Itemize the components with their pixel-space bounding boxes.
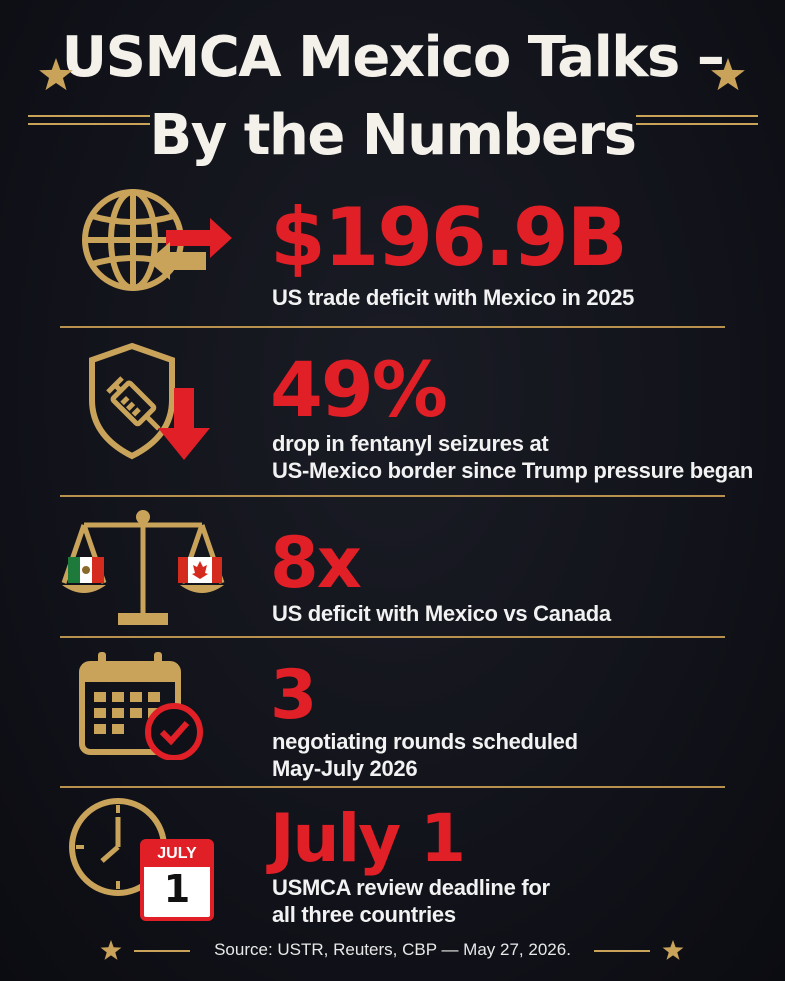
clock-calendar-icon [69, 798, 214, 921]
stat-description-trade-deficit: US trade deficit with Mexico in 2025 [272, 284, 634, 311]
star-icon [711, 58, 745, 91]
stat-description-negotiating-rounds: negotiating rounds scheduled May-July 20… [272, 728, 578, 782]
description-line: USMCA review deadline for [272, 875, 550, 900]
footer-rule-left [134, 950, 190, 952]
title-decoration-left [28, 113, 150, 127]
calendar-day-label: 1 [163, 867, 191, 911]
footer-rule-right [594, 950, 650, 952]
stat-value-fentanyl-drop: 49% [270, 345, 448, 434]
section-divider [60, 326, 725, 328]
description-line: negotiating rounds scheduled [272, 729, 578, 754]
description-line: May-July 2026 [272, 756, 418, 781]
star-icon [100, 940, 122, 960]
stat-value-review-deadline: July 1 [270, 800, 466, 877]
description-line: US deficit with Mexico vs Canada [272, 601, 611, 626]
title-decoration-right [636, 113, 758, 127]
calendar-check-icon [79, 652, 203, 760]
title-line-1: USMCA Mexico Talks – [61, 25, 725, 90]
star-icon [39, 58, 73, 91]
calendar-month-label: JULY [157, 845, 197, 862]
stat-value-deficit-ratio: 8x [270, 522, 362, 604]
description-line: drop in fentanyl seizures at [272, 431, 549, 456]
source-footer: Source: USTR, Reuters, CBP — May 27, 202… [214, 940, 571, 959]
stat-description-deficit-ratio: US deficit with Mexico vs Canada [272, 600, 611, 627]
shield-syringe-down-arrow-icon [89, 342, 210, 460]
stat-value-trade-deficit: $196.9B [270, 191, 628, 284]
section-divider [60, 786, 725, 788]
star-icon [662, 940, 684, 960]
title-line-2: By the Numbers [149, 103, 637, 168]
description-line: all three countries [272, 902, 456, 927]
description-line: US trade deficit with Mexico in 2025 [272, 285, 635, 310]
balance-scale-flags-icon [61, 510, 225, 625]
section-divider [60, 495, 725, 497]
description-line: US-Mexico border since Trump pressure be… [272, 458, 754, 483]
section-divider [60, 636, 725, 638]
globe-trade-arrows-icon [82, 189, 232, 291]
stat-description-review-deadline: USMCA review deadline for all three coun… [272, 874, 550, 928]
stat-value-negotiating-rounds: 3 [270, 656, 317, 735]
stat-description-fentanyl-drop: drop in fentanyl seizures at US-Mexico b… [272, 430, 753, 484]
